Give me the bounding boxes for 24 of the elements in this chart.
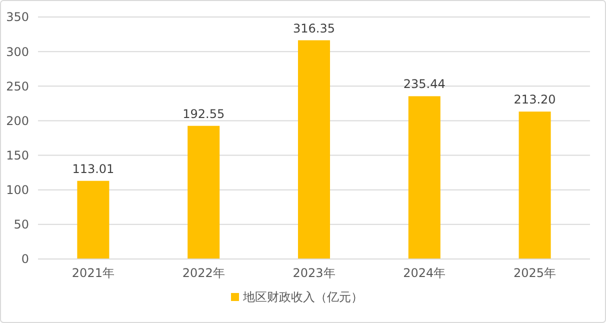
text: 235.44 [403, 77, 446, 92]
legend-label: 地区财政收入（亿元） [242, 290, 363, 304]
y-tick-label: 150 [6, 148, 29, 162]
y-tick-label: 350 [6, 10, 29, 24]
bar [408, 96, 440, 259]
x-tick-label: 2024年 [403, 266, 446, 280]
bar [518, 112, 551, 259]
x-tick-label: 2025年 [514, 266, 556, 280]
bar [188, 126, 220, 259]
x-tick-label: 2021年 [72, 266, 114, 280]
y-tick-label: 200 [6, 114, 29, 128]
y-tick-label: 0 [21, 252, 29, 266]
text: 113.01 [72, 162, 114, 176]
y-tick-label: 100 [6, 183, 29, 198]
text: 213.20 [514, 92, 556, 107]
x-tick-label: 2023年 [292, 266, 336, 280]
bar [77, 180, 110, 259]
text: 192.55 [182, 106, 225, 121]
y-tick-label: 250 [6, 79, 29, 94]
y-tick-label: 50 [14, 218, 29, 232]
x-tick-label: 2022年 [182, 266, 225, 280]
text: 316.35 [293, 21, 335, 36]
y-tick-label: 300 [6, 44, 29, 59]
bar [298, 40, 330, 259]
